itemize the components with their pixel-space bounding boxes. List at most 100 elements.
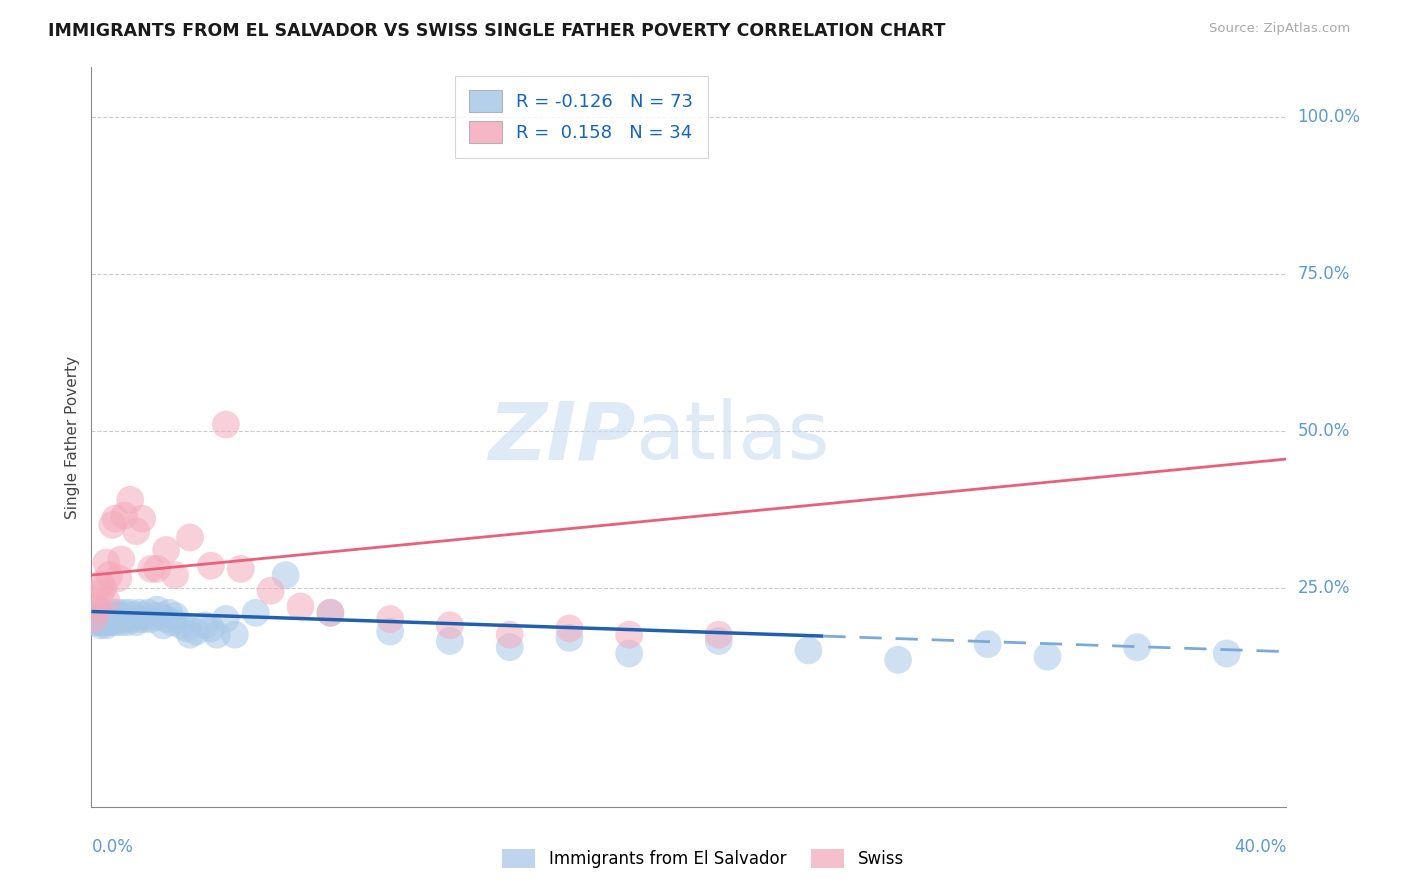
Point — [83, 615, 105, 630]
Point — [104, 608, 127, 623]
Point — [380, 624, 402, 639]
Point — [152, 618, 174, 632]
Point — [157, 606, 180, 620]
Point — [558, 622, 581, 636]
Point — [179, 531, 201, 545]
Point — [319, 606, 342, 620]
Legend: Immigrants from El Salvador, Swiss: Immigrants from El Salvador, Swiss — [495, 843, 911, 875]
Point — [112, 612, 135, 626]
Point — [155, 612, 177, 626]
Text: 40.0%: 40.0% — [1234, 838, 1286, 855]
Point — [122, 608, 145, 623]
Point — [131, 608, 153, 623]
Legend: R = -0.126   N = 73, R =  0.158   N = 34: R = -0.126 N = 73, R = 0.158 N = 34 — [456, 76, 707, 158]
Point — [98, 615, 121, 630]
Point — [200, 558, 222, 573]
Point — [125, 524, 148, 539]
Point — [707, 628, 730, 642]
Point — [215, 612, 238, 626]
Point — [179, 628, 201, 642]
Point — [146, 562, 169, 576]
Point — [229, 562, 252, 576]
Point — [245, 606, 267, 620]
Point — [110, 552, 132, 566]
Point — [120, 492, 142, 507]
Text: 75.0%: 75.0% — [1298, 265, 1350, 283]
Text: 0.0%: 0.0% — [91, 838, 134, 855]
Point — [163, 608, 186, 623]
Point — [134, 612, 156, 626]
Point — [89, 606, 111, 620]
Point — [89, 587, 111, 601]
Point — [120, 606, 142, 620]
Point — [125, 615, 148, 630]
Point — [128, 612, 150, 626]
Point — [110, 608, 132, 623]
Text: 50.0%: 50.0% — [1298, 422, 1350, 440]
Point — [259, 583, 281, 598]
Point — [887, 653, 910, 667]
Point — [194, 618, 217, 632]
Text: ZIP: ZIP — [488, 398, 636, 476]
Point — [558, 631, 581, 645]
Point — [93, 612, 115, 626]
Point — [107, 571, 129, 585]
Point — [89, 618, 111, 632]
Point — [86, 612, 108, 626]
Point — [136, 606, 159, 620]
Point — [107, 606, 129, 620]
Point — [83, 612, 105, 626]
Point — [96, 618, 118, 632]
Point — [319, 606, 342, 620]
Text: 25.0%: 25.0% — [1298, 579, 1350, 597]
Point — [96, 593, 118, 607]
Point — [976, 637, 998, 651]
Point — [200, 622, 222, 636]
Point — [160, 615, 183, 630]
Point — [101, 517, 124, 532]
Point — [143, 608, 166, 623]
Point — [98, 568, 121, 582]
Point — [215, 417, 238, 432]
Point — [115, 615, 138, 630]
Point — [141, 612, 163, 626]
Point — [1036, 649, 1059, 664]
Point — [224, 628, 246, 642]
Point — [112, 508, 135, 523]
Point — [439, 618, 461, 632]
Point — [619, 628, 641, 642]
Point — [131, 511, 153, 525]
Text: IMMIGRANTS FROM EL SALVADOR VS SWISS SINGLE FATHER POVERTY CORRELATION CHART: IMMIGRANTS FROM EL SALVADOR VS SWISS SIN… — [48, 22, 945, 40]
Point — [96, 556, 118, 570]
Point — [439, 634, 461, 648]
Point — [205, 628, 228, 642]
Point — [83, 612, 105, 626]
Y-axis label: Single Father Poverty: Single Father Poverty — [65, 356, 80, 518]
Point — [619, 647, 641, 661]
Point — [89, 577, 111, 591]
Point — [499, 640, 522, 655]
Point — [89, 612, 111, 626]
Point — [93, 581, 115, 595]
Point — [96, 608, 118, 623]
Point — [104, 615, 127, 630]
Point — [380, 612, 402, 626]
Point — [274, 568, 297, 582]
Point — [93, 606, 115, 620]
Point — [120, 612, 142, 626]
Point — [176, 622, 198, 636]
Point — [797, 643, 820, 657]
Point — [170, 618, 193, 632]
Point — [86, 608, 108, 623]
Point — [707, 634, 730, 648]
Point — [101, 615, 124, 630]
Point — [86, 615, 108, 630]
Point — [163, 568, 186, 582]
Point — [89, 608, 111, 623]
Text: Source: ZipAtlas.com: Source: ZipAtlas.com — [1209, 22, 1350, 36]
Point — [149, 608, 172, 623]
Point — [96, 612, 118, 626]
Point — [155, 543, 177, 558]
Point — [290, 599, 312, 614]
Point — [86, 602, 108, 616]
